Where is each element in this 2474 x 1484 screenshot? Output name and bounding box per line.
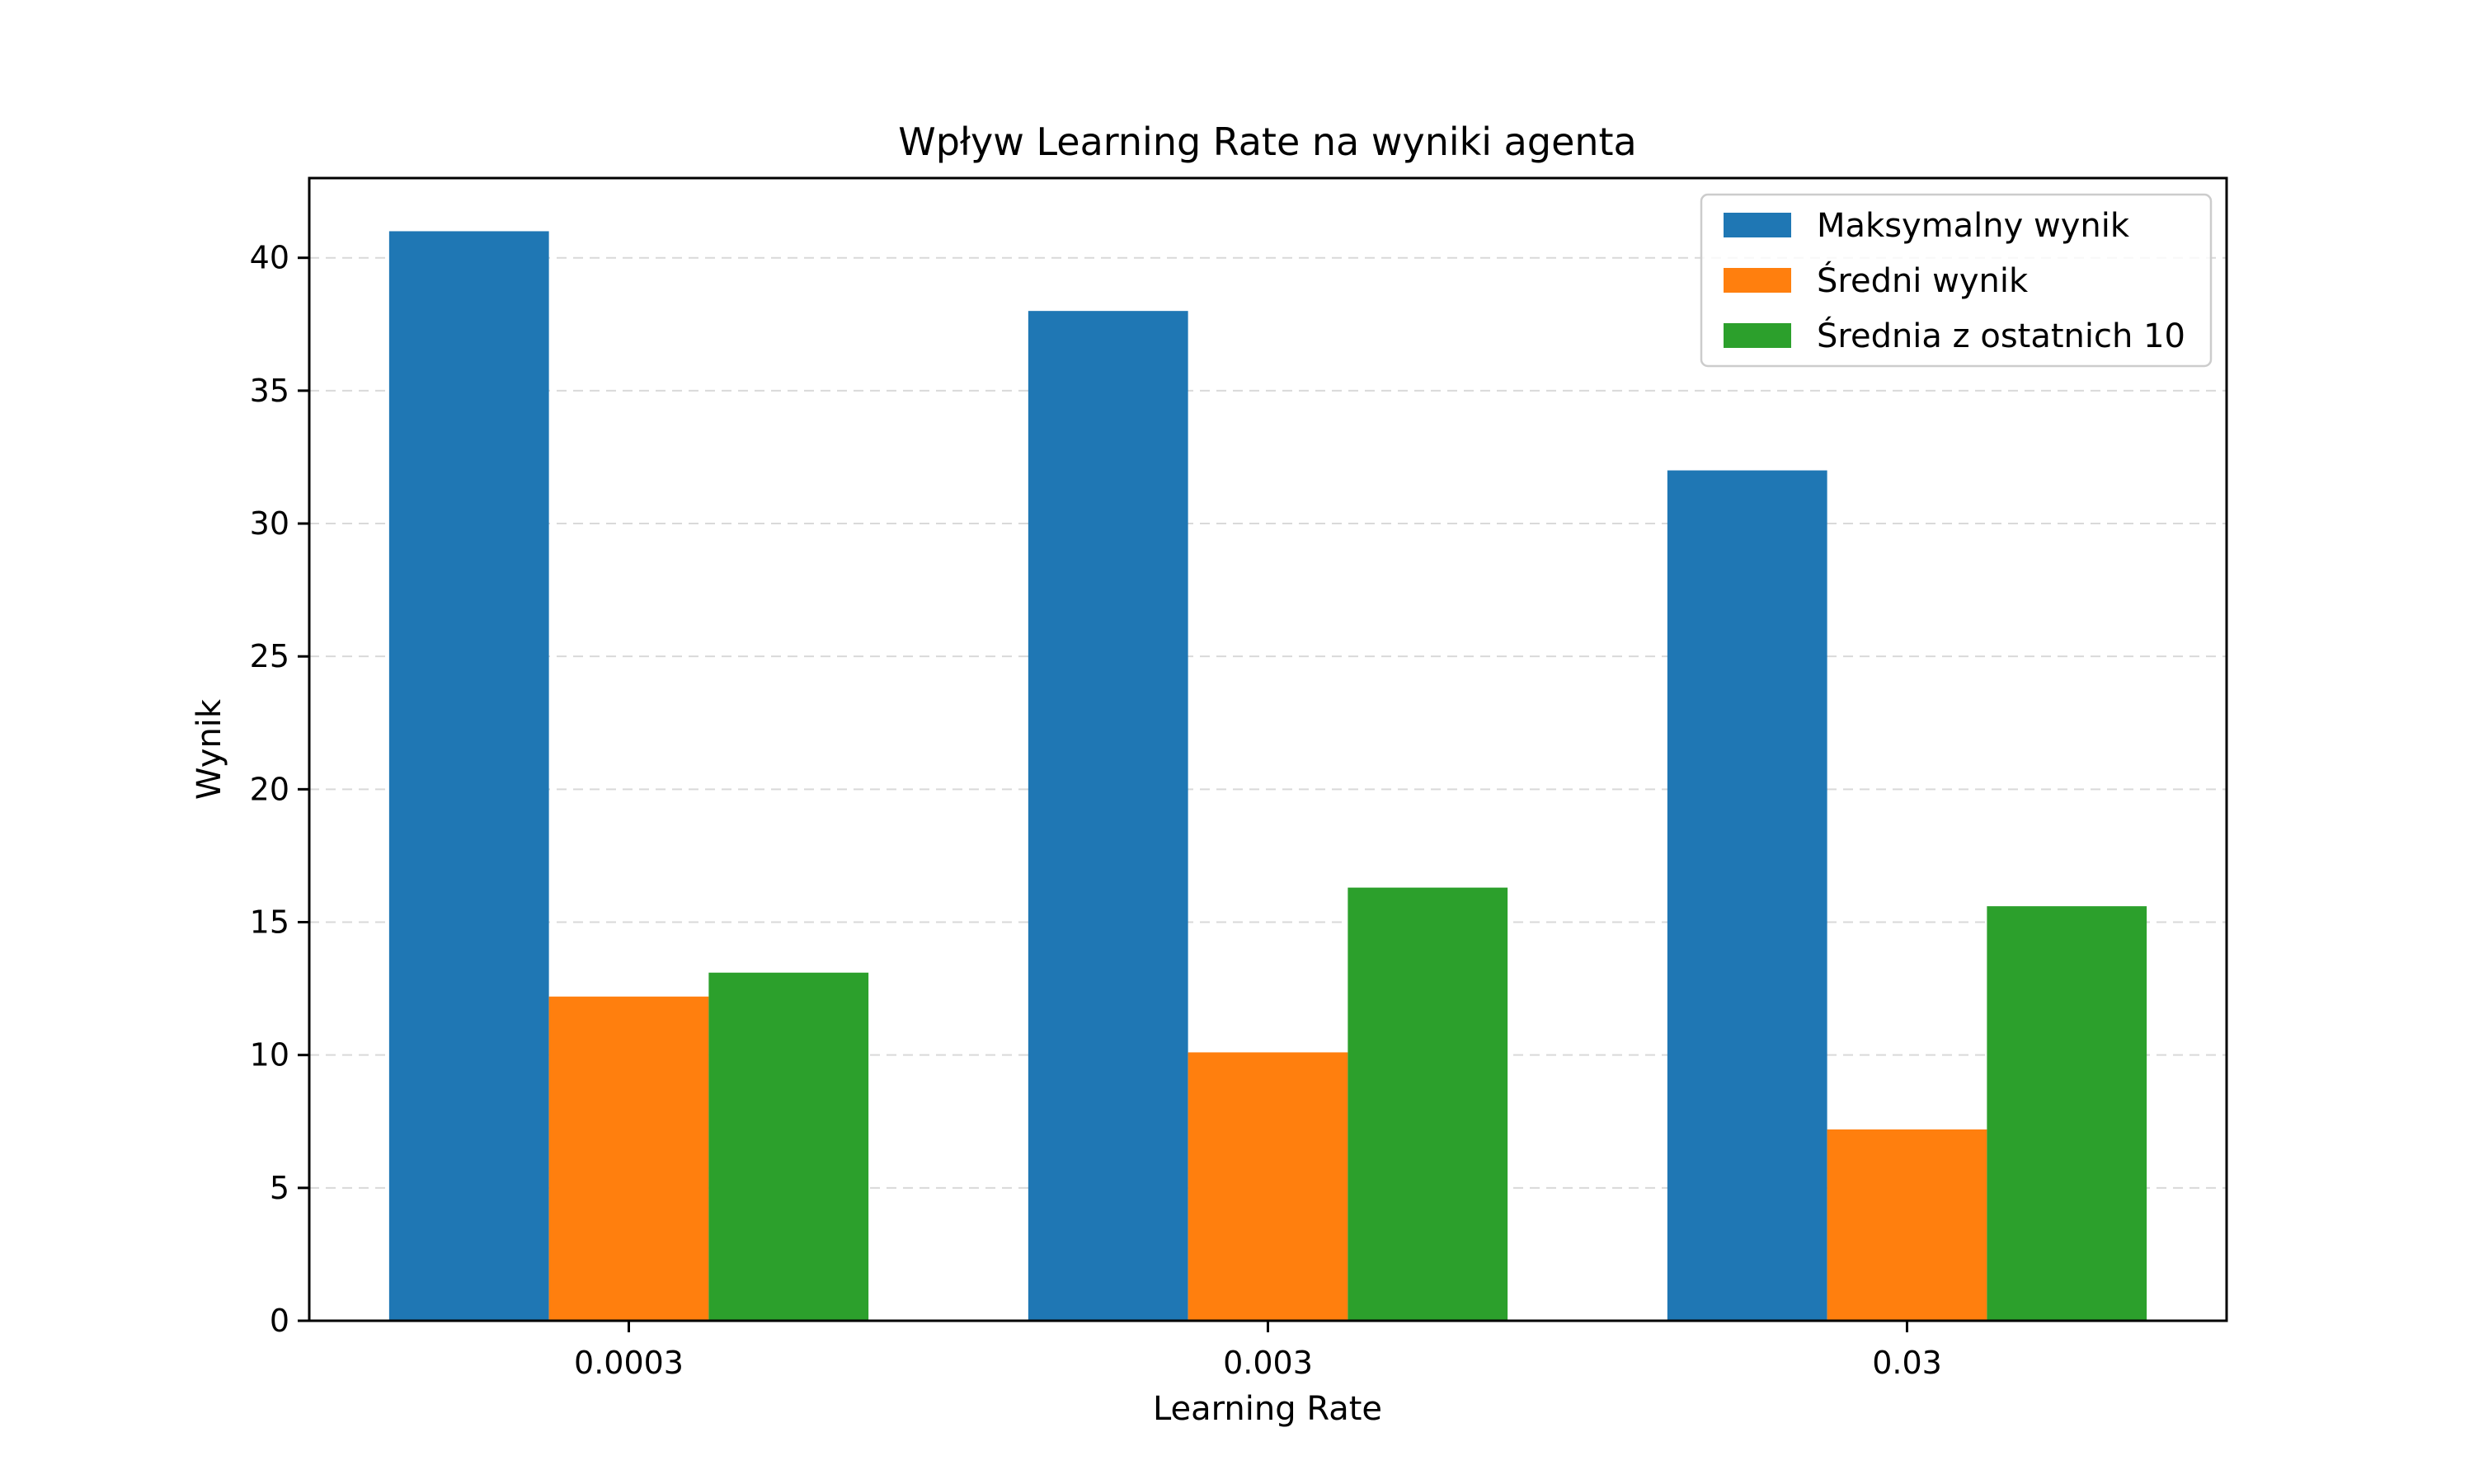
bar-2-0.003 [1188, 1052, 1348, 1321]
bar-3-0.003 [1348, 887, 1508, 1321]
legend-label: Maksymalny wynik [1817, 207, 2130, 245]
y-axis-ticks: 0 5 10 15 20 25 30 35 40 [250, 240, 309, 1339]
x-tick-label: 0.03 [1872, 1345, 1942, 1381]
bars [388, 231, 2147, 1322]
x-axis-label: Learning Rate [1153, 1390, 1382, 1428]
legend-label: Średni wynik [1817, 261, 2029, 300]
legend-swatch [1724, 268, 1791, 293]
x-tick-label: 0.0003 [574, 1345, 684, 1381]
bar-3-0.03 [1987, 906, 2147, 1321]
y-axis-label: Wynik [190, 698, 228, 800]
legend-box [1700, 193, 2213, 368]
y-tick-label: 0 [270, 1303, 289, 1339]
bar-1-0.0003 [388, 231, 549, 1322]
legend-swatch [1724, 213, 1791, 237]
y-tick-label: 25 [250, 638, 289, 674]
bar-2-0.0003 [548, 996, 709, 1321]
y-tick-label: 35 [250, 373, 289, 409]
bar-1-0.03 [1667, 470, 1827, 1322]
bar-2-0.03 [1827, 1129, 1987, 1321]
y-tick-label: 15 [250, 904, 289, 941]
y-tick-label: 40 [250, 240, 289, 276]
x-axis-ticks: 0.0003 0.003 0.03 [574, 1321, 1942, 1381]
legend-label: Średnia z ostatnich 10 [1817, 316, 2185, 355]
legend: Maksymalny wynik Średni wynik Średnia z os… [1700, 193, 2213, 368]
bar-3-0.0003 [708, 972, 869, 1321]
y-tick-label: 5 [270, 1170, 289, 1206]
x-tick-label: 0.003 [1223, 1345, 1313, 1381]
y-tick-label: 20 [250, 771, 289, 807]
chart-title: Wpływ Learning Rate na wyniki agenta [898, 120, 1637, 164]
y-tick-label: 30 [250, 505, 289, 542]
legend-swatch [1724, 323, 1791, 348]
bar-1-0.003 [1028, 311, 1188, 1321]
y-tick-label: 10 [250, 1037, 289, 1073]
